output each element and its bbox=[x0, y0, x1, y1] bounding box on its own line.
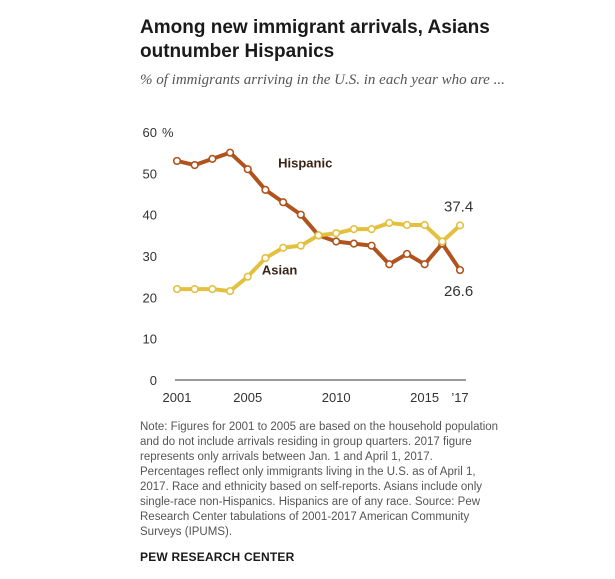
x-tick-label: 2001 bbox=[163, 390, 192, 405]
y-tick-label: 10 bbox=[143, 332, 157, 347]
asian-data-point bbox=[279, 243, 288, 252]
note-text: Note: Figures for 2001 to 2005 are based… bbox=[140, 421, 499, 508]
asian-data-point bbox=[420, 220, 429, 230]
hispanic-data-point bbox=[332, 237, 341, 246]
y-tick-label: 20 bbox=[143, 290, 157, 305]
asian-data-point bbox=[261, 253, 270, 263]
hispanic-data-point bbox=[243, 165, 252, 174]
hispanic-data-point bbox=[279, 198, 288, 207]
x-tick-label: 2010 bbox=[322, 390, 351, 405]
hispanic-data-point bbox=[455, 265, 465, 275]
hispanic-data-point bbox=[172, 156, 182, 166]
hispanic-data-point bbox=[261, 185, 270, 194]
hispanic-data-point bbox=[349, 239, 358, 248]
y-tick-label: 30 bbox=[143, 249, 157, 264]
chart-notes: Note: Figures for 2001 to 2005 are based… bbox=[140, 420, 500, 540]
line-chart: 0 10 20 30 40 50 60 % 2001 2005 2010 2015 ’17 Hispani… bbox=[143, 125, 474, 405]
series-label-asian: Asian bbox=[262, 263, 297, 278]
x-tick-label: 2005 bbox=[233, 390, 262, 405]
organization-label: PEW RESEARCH CENTER bbox=[140, 550, 295, 564]
hispanic-data-point bbox=[367, 241, 376, 250]
asian-data-point bbox=[243, 272, 252, 281]
hispanic-data-point bbox=[420, 260, 429, 269]
asian-data-point bbox=[296, 241, 305, 250]
y-tick-label: 50 bbox=[143, 166, 157, 181]
asian-data-point bbox=[385, 218, 394, 228]
asian-data-point bbox=[208, 284, 217, 294]
asian-data-point bbox=[438, 237, 447, 246]
hispanic-data-point bbox=[296, 210, 305, 219]
asian-data-point bbox=[332, 229, 341, 238]
hispanic-data-point bbox=[225, 148, 235, 157]
source-text: Source: Pew Research Center tabulations … bbox=[140, 496, 481, 538]
asian-data-point bbox=[402, 220, 412, 230]
hispanic-data-point bbox=[208, 154, 217, 163]
end-label-asian: 37.4 bbox=[444, 198, 473, 215]
x-tick-label: ’17 bbox=[451, 390, 468, 405]
y-tick-label: 40 bbox=[143, 208, 157, 223]
hispanic-data-point bbox=[190, 160, 199, 170]
y-tick-label: 0 bbox=[150, 373, 157, 388]
hispanic-data-point bbox=[385, 260, 394, 269]
y-tick-label: 60 bbox=[143, 125, 157, 140]
asian-data-point bbox=[314, 231, 323, 240]
asian-data-point bbox=[367, 225, 376, 234]
asian-data-point bbox=[349, 225, 358, 234]
asian-data-point bbox=[225, 287, 235, 296]
asian-data-point bbox=[455, 221, 465, 230]
hispanic-data-point bbox=[402, 249, 412, 259]
x-tick-label: 2015 bbox=[410, 390, 439, 405]
end-label-hispanic: 26.6 bbox=[444, 283, 473, 300]
y-unit-label: % bbox=[162, 125, 174, 140]
asian-data-point bbox=[190, 284, 199, 294]
asian-data-point bbox=[172, 284, 182, 294]
series-label-hispanic: Hispanic bbox=[278, 155, 332, 170]
chart-title: Among new immigrant arrivals, Asians out… bbox=[140, 17, 490, 62]
chart-subtitle: % of immigrants arriving in the U.S. in … bbox=[140, 72, 505, 88]
